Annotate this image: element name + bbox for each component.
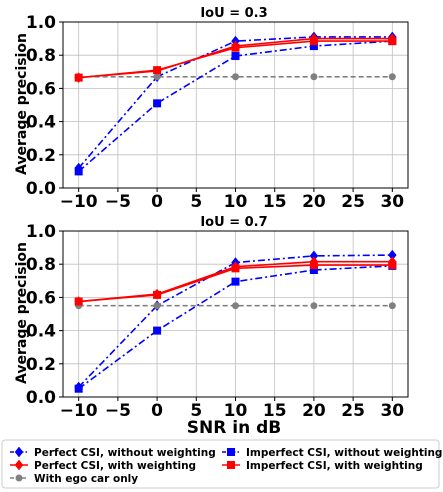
chart-panel-iou-0-7: IoU = 0.7 Average precision −10 −5 0 5 10 15 2… <box>14 215 409 438</box>
data-point <box>232 73 239 81</box>
x-tick-label: 5 <box>190 192 202 212</box>
data-point <box>231 277 240 286</box>
data-point <box>232 302 239 310</box>
y-tick-label: 0.4 <box>26 322 56 342</box>
y-tick-label: 0.2 <box>26 146 56 166</box>
legend-items: Perfect CSI, without weighting Imperfect … <box>10 446 442 485</box>
x-tick-label: 20 <box>302 401 326 421</box>
data-point <box>310 73 318 81</box>
data-point <box>153 66 162 75</box>
x-tick-label: 10 <box>224 192 248 212</box>
y-tick-label: 0.4 <box>26 113 56 133</box>
chart-panel-iou-0-3: IoU = 0.3 Average precision −10 −5 0 5 10 15 2… <box>14 6 409 212</box>
y-tick-label: 0.8 <box>26 255 56 275</box>
legend-marker <box>14 446 24 458</box>
data-point <box>74 167 83 176</box>
legend-marker <box>14 459 24 471</box>
y-tick-label: 0.6 <box>26 79 56 99</box>
x-tick-label: 15 <box>263 192 287 212</box>
x-tick-label: 25 <box>341 192 365 212</box>
data-point <box>74 73 83 82</box>
y-axis-label: Average precision <box>14 242 30 384</box>
x-tick-label: 25 <box>341 401 365 421</box>
legend-label: Perfect CSI, with weighting <box>34 460 196 472</box>
data-point <box>388 302 396 310</box>
y-tick-labels: 0.0 0.2 0.4 0.6 0.8 1.0 <box>26 222 63 408</box>
x-tick-label: 15 <box>263 401 287 421</box>
legend-item-perfect-csi-with-weighting: Perfect CSI, with weighting <box>10 459 196 472</box>
y-tick-label: 1.0 <box>26 222 56 242</box>
panel-title: IoU = 0.7 <box>200 215 267 230</box>
grid-lines <box>63 230 408 398</box>
series-layer <box>74 31 397 176</box>
legend-item-imperfect-csi-without-weighting: Imperfect CSI, without weighting <box>222 447 442 459</box>
data-point <box>309 37 318 46</box>
data-point <box>231 264 240 273</box>
y-tick-label: 0.0 <box>26 179 56 199</box>
series-line <box>78 254 393 388</box>
series-imperfect-csi-with-weighting <box>74 37 397 82</box>
y-tick-label: 0.2 <box>26 355 56 375</box>
y-tick-label: 1.0 <box>26 13 56 33</box>
legend-frame <box>1 439 440 489</box>
x-tick-label: 0 <box>151 192 163 212</box>
y-tick-label: 0.0 <box>26 388 56 408</box>
data-point <box>153 326 162 335</box>
x-tick-label: −5 <box>105 192 131 212</box>
legend-label: Imperfect CSI, without weighting <box>246 447 442 459</box>
legend-marker <box>15 474 23 482</box>
series-layer <box>74 249 397 393</box>
legend-label: With ego car only <box>34 473 138 485</box>
x-tick-labels: −10 −5 0 5 10 15 20 25 30 <box>60 188 404 212</box>
data-point <box>231 52 240 61</box>
data-point <box>310 302 318 310</box>
legend-marker <box>227 461 235 469</box>
x-tick-label: 10 <box>224 401 248 421</box>
x-tick-label: 20 <box>302 192 326 212</box>
x-axis-label: SNR in dB <box>187 418 281 438</box>
x-tick-labels: −10 −5 0 5 10 15 20 25 30 <box>60 397 404 421</box>
legend-label: Imperfect CSI, with weighting <box>246 460 423 472</box>
data-point <box>388 37 397 46</box>
x-tick-label: 0 <box>151 401 163 421</box>
panel-title: IoU = 0.3 <box>200 6 267 21</box>
series-imperfect-csi-with-weighting <box>74 261 397 306</box>
x-tick-label: 30 <box>380 192 404 212</box>
legend-label: Perfect CSI, without weighting <box>34 447 216 459</box>
data-point <box>153 99 162 108</box>
data-point <box>309 42 318 51</box>
data-point <box>388 261 397 270</box>
x-tick-label: −10 <box>60 401 98 421</box>
legend-item-perfect-csi-without-weighting: Perfect CSI, without weighting <box>10 446 216 459</box>
data-point <box>74 297 83 306</box>
x-tick-label: −5 <box>105 401 131 421</box>
y-tick-label: 0.6 <box>26 288 56 308</box>
data-point <box>153 302 161 310</box>
legend-item-imperfect-csi-with-weighting: Imperfect CSI, with weighting <box>222 460 423 472</box>
y-tick-labels: 0.0 0.2 0.4 0.6 0.8 1.0 <box>26 13 63 199</box>
data-point <box>309 266 318 275</box>
y-tick-label: 0.8 <box>26 46 56 66</box>
data-point <box>153 290 162 299</box>
x-tick-label: −10 <box>60 192 98 212</box>
legend-item-with-ego-car-only: With ego car only <box>10 473 138 485</box>
legend-marker <box>227 448 235 456</box>
data-point <box>388 73 396 81</box>
x-tick-label: 5 <box>190 401 202 421</box>
x-tick-label: 30 <box>380 401 404 421</box>
legend: Perfect CSI, without weighting Imperfect … <box>1 439 442 489</box>
series-with-ego-car-only <box>75 302 396 310</box>
y-axis-label: Average precision <box>14 33 30 175</box>
data-point <box>231 43 240 52</box>
data-point <box>309 261 318 270</box>
data-point <box>74 384 83 393</box>
data-point <box>153 73 161 81</box>
